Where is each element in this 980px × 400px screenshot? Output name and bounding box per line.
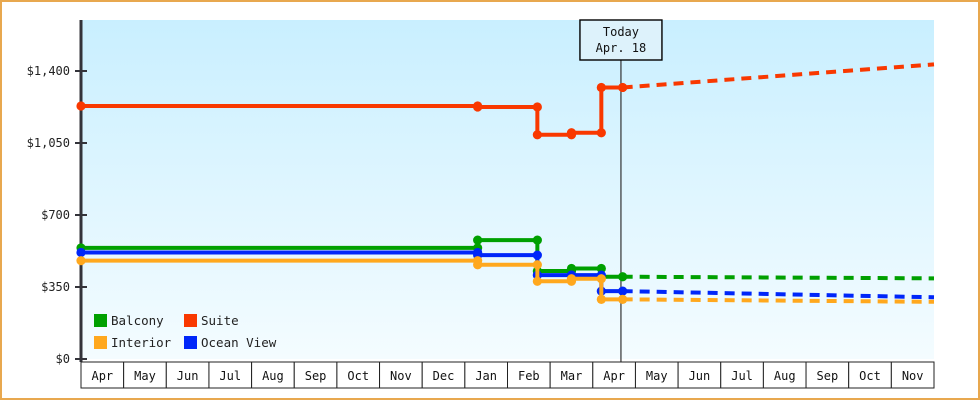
month-cell-jun-2[interactable] bbox=[165, 361, 210, 389]
y-tick-label: $0 bbox=[56, 352, 70, 366]
data-point-marker[interactable] bbox=[532, 235, 542, 245]
data-point-marker[interactable] bbox=[566, 263, 577, 274]
data-point-marker[interactable] bbox=[596, 263, 606, 274]
month-cell-jan-9[interactable] bbox=[464, 361, 509, 389]
month-cell-jul-3[interactable] bbox=[208, 361, 253, 389]
legend-balcony-swatch[interactable] bbox=[94, 314, 107, 327]
chart-legend: Balcony Suite Interior Ocean View bbox=[94, 313, 277, 350]
data-point-marker[interactable] bbox=[618, 82, 628, 93]
plot-background bbox=[81, 20, 934, 359]
legend-suite-swatch[interactable] bbox=[184, 314, 197, 327]
month-label: Jan bbox=[475, 369, 497, 383]
series-suite bbox=[76, 62, 935, 140]
month-label: Nov bbox=[902, 369, 924, 383]
series-interior bbox=[76, 256, 935, 304]
data-point-marker[interactable] bbox=[532, 250, 542, 260]
month-label: Jun bbox=[177, 369, 199, 383]
month-cell-nov-19[interactable] bbox=[890, 361, 935, 389]
month-cell-dec-8[interactable] bbox=[421, 361, 466, 389]
month-cell-sep-5[interactable] bbox=[293, 361, 338, 389]
x-axis-month-cells: Apr May Jun Jul Aug Sep Oct Nov Dec Jan Feb Mar Apr M… bbox=[80, 361, 935, 389]
legend-suite-label: Suite bbox=[201, 313, 239, 328]
data-point-marker[interactable] bbox=[532, 130, 542, 140]
month-label: Aug bbox=[262, 369, 284, 383]
month-cell-mar-11[interactable] bbox=[549, 361, 594, 389]
month-label: May bbox=[646, 369, 668, 383]
month-label: Oct bbox=[859, 369, 881, 383]
data-point-marker[interactable] bbox=[618, 294, 628, 304]
data-point-marker[interactable] bbox=[596, 128, 606, 138]
month-label: Aug bbox=[774, 369, 796, 383]
month-cell-oct-6[interactable] bbox=[336, 361, 381, 389]
month-cell-sep-17[interactable] bbox=[805, 361, 850, 389]
month-label: Sep bbox=[305, 369, 327, 383]
legend-ocean-view-label: Ocean View bbox=[201, 335, 277, 350]
data-point-marker[interactable] bbox=[618, 272, 628, 282]
legend-balcony-label: Balcony bbox=[111, 313, 164, 328]
data-point-marker[interactable] bbox=[618, 286, 628, 296]
forecast-line bbox=[622, 62, 935, 90]
forecast-line bbox=[622, 297, 935, 304]
data-point-marker[interactable] bbox=[566, 274, 577, 284]
month-label: Apr bbox=[91, 369, 113, 383]
y-tick-label: $1,050 bbox=[27, 136, 70, 150]
month-cell-jul-15[interactable] bbox=[720, 361, 764, 389]
data-point-marker[interactable] bbox=[76, 101, 86, 111]
today-annotation-line1: Today bbox=[603, 25, 639, 39]
data-point-marker[interactable] bbox=[473, 235, 483, 245]
legend-ocean-view-swatch[interactable] bbox=[184, 336, 197, 349]
legend-interior-swatch[interactable] bbox=[94, 336, 107, 349]
month-label: Dec bbox=[433, 369, 455, 383]
data-point-marker[interactable] bbox=[566, 128, 577, 138]
forecast-line bbox=[622, 289, 935, 300]
y-tick-label: $1,400 bbox=[27, 64, 70, 78]
series-group bbox=[76, 62, 935, 304]
y-tick-label: $700 bbox=[41, 208, 70, 222]
month-label: May bbox=[134, 369, 156, 383]
month-label: Jul bbox=[731, 369, 753, 383]
month-cell-jun-14[interactable] bbox=[677, 361, 722, 389]
month-label: Jun bbox=[689, 369, 711, 383]
month-cell-aug-16[interactable] bbox=[762, 361, 807, 389]
data-point-marker[interactable] bbox=[596, 82, 606, 93]
month-label: Sep bbox=[817, 369, 839, 383]
month-cell-may-1[interactable] bbox=[123, 361, 167, 389]
legend-interior-label: Interior bbox=[111, 335, 172, 350]
data-point-marker[interactable] bbox=[473, 260, 483, 270]
month-label: Feb bbox=[518, 369, 540, 383]
forecast-line bbox=[622, 274, 935, 281]
today-marker-group: Today Apr. 18 bbox=[579, 19, 663, 370]
month-cell-apr-0[interactable] bbox=[80, 361, 125, 389]
data-point-marker[interactable] bbox=[532, 102, 542, 112]
today-annotation-box bbox=[579, 19, 663, 61]
data-point-marker[interactable] bbox=[76, 247, 86, 258]
month-cell-feb-10[interactable] bbox=[507, 361, 551, 389]
month-label: Nov bbox=[390, 369, 412, 383]
month-label: Mar bbox=[561, 369, 583, 383]
data-point-marker[interactable] bbox=[532, 260, 542, 270]
data-point-marker[interactable] bbox=[473, 102, 483, 112]
month-label: Oct bbox=[347, 369, 369, 383]
month-label: Apr bbox=[603, 369, 625, 383]
month-label: Jul bbox=[219, 369, 241, 383]
month-cell-oct-18[interactable] bbox=[848, 361, 892, 389]
data-point-marker[interactable] bbox=[76, 256, 86, 266]
y-tick-label: $350 bbox=[41, 280, 70, 294]
data-point-marker[interactable] bbox=[596, 274, 606, 284]
data-point-marker[interactable] bbox=[596, 294, 606, 304]
today-annotation-line2: Apr. 18 bbox=[596, 41, 647, 55]
data-point-marker[interactable] bbox=[532, 276, 542, 286]
